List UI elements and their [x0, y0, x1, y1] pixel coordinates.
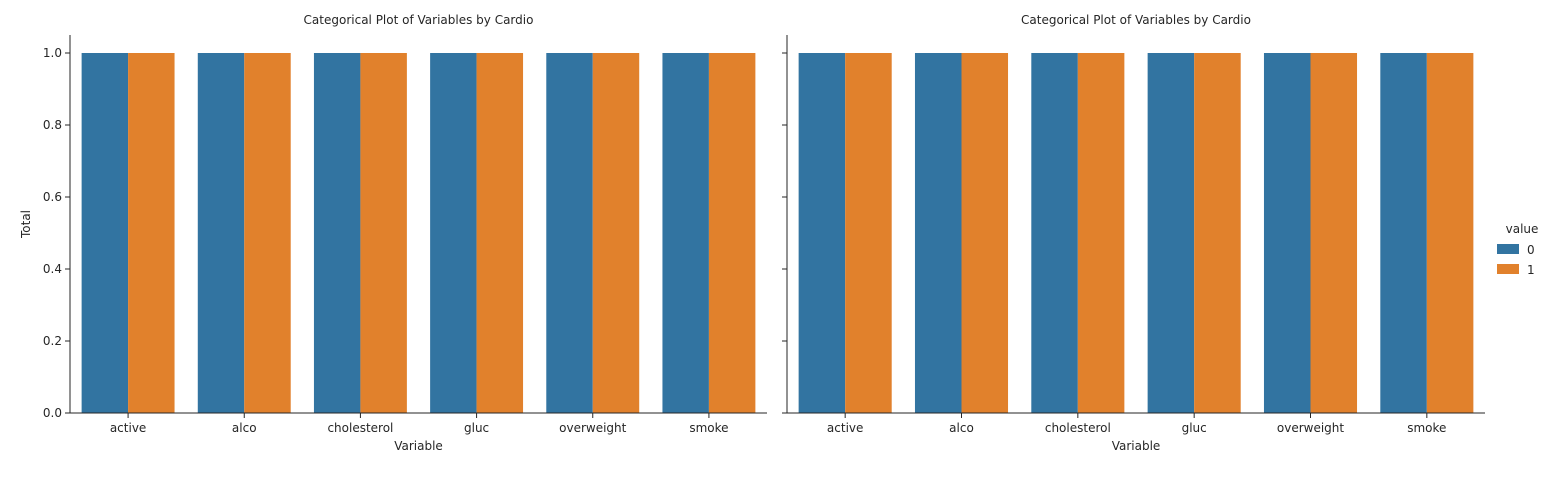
- legend: value 0 1: [1497, 222, 1538, 277]
- left-bar-active-value-0: [81, 53, 129, 413]
- left-x-tick-label: smoke: [689, 421, 728, 435]
- left-bar-cholesterol-value-1: [360, 53, 407, 413]
- left-y-tick-label: 0.4: [43, 262, 62, 276]
- right-x-tick-label: alco: [949, 421, 974, 435]
- left-x-tick-label: cholesterol: [327, 421, 393, 435]
- right-bar-gluc-value-0: [1147, 53, 1195, 413]
- left-x-tick-label: active: [110, 421, 146, 435]
- right-x-tick-label: gluc: [1182, 421, 1207, 435]
- right-bar-cholesterol-value-1: [1077, 53, 1125, 413]
- right-x-tick-label: smoke: [1407, 421, 1446, 435]
- left-y-tick-label: 0.0: [43, 406, 62, 420]
- left-panel-title: Categorical Plot of Variables by Cardio: [304, 13, 534, 27]
- right-bar-active-value-0: [798, 53, 846, 413]
- left-bar-overweight-value-0: [546, 53, 593, 413]
- left-x-tick-label: alco: [232, 421, 257, 435]
- right-bar-cholesterol-value-0: [1031, 53, 1078, 413]
- left-bar-smoke-value-0: [662, 53, 709, 413]
- legend-swatch-1: [1497, 264, 1519, 274]
- right-bar-alco-value-1: [961, 53, 1009, 413]
- right-bar-smoke-value-0: [1380, 53, 1427, 413]
- left-panel-y-axis-label: Total: [19, 210, 33, 239]
- left-y-tick-label: 0.6: [43, 190, 62, 204]
- left-panel-x-axis-label: Variable: [394, 439, 443, 453]
- right-panel: Categorical Plot of Variables by Cardio …: [782, 13, 1485, 453]
- left-bar-gluc-value-0: [430, 53, 477, 413]
- right-x-tick-label: active: [827, 421, 863, 435]
- legend-label-1: 1: [1527, 263, 1535, 277]
- legend-title: value: [1506, 222, 1539, 236]
- right-bar-smoke-value-1: [1426, 53, 1474, 413]
- left-bar-overweight-value-1: [592, 53, 640, 413]
- left-x-tick-label: overweight: [559, 421, 627, 435]
- left-bar-gluc-value-1: [476, 53, 524, 413]
- left-y-tick-label: 0.8: [43, 118, 62, 132]
- left-bar-alco-value-0: [197, 53, 245, 413]
- left-bar-alco-value-1: [244, 53, 291, 413]
- left-panel: Categorical Plot of Variables by Cardio …: [19, 13, 767, 453]
- right-panel-x-axis-label: Variable: [1112, 439, 1161, 453]
- legend-swatch-0: [1497, 244, 1519, 254]
- legend-label-0: 0: [1527, 243, 1535, 257]
- right-bar-gluc-value-1: [1194, 53, 1241, 413]
- right-x-tick-label: overweight: [1277, 421, 1345, 435]
- left-y-tick-label: 0.2: [43, 334, 62, 348]
- left-x-tick-label: gluc: [464, 421, 489, 435]
- right-bar-active-value-1: [845, 53, 892, 413]
- left-bar-smoke-value-1: [708, 53, 756, 413]
- left-bar-active-value-1: [128, 53, 175, 413]
- right-bar-alco-value-0: [914, 53, 962, 413]
- left-y-tick-label: 1.0: [43, 46, 62, 60]
- left-bar-cholesterol-value-0: [313, 53, 361, 413]
- right-bar-overweight-value-1: [1310, 53, 1358, 413]
- right-bar-overweight-value-0: [1263, 53, 1311, 413]
- right-x-tick-label: cholesterol: [1045, 421, 1111, 435]
- right-panel-title: Categorical Plot of Variables by Cardio: [1021, 13, 1251, 27]
